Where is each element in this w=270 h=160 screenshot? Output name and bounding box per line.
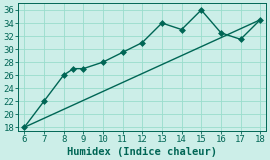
X-axis label: Humidex (Indice chaleur): Humidex (Indice chaleur) — [67, 147, 217, 156]
